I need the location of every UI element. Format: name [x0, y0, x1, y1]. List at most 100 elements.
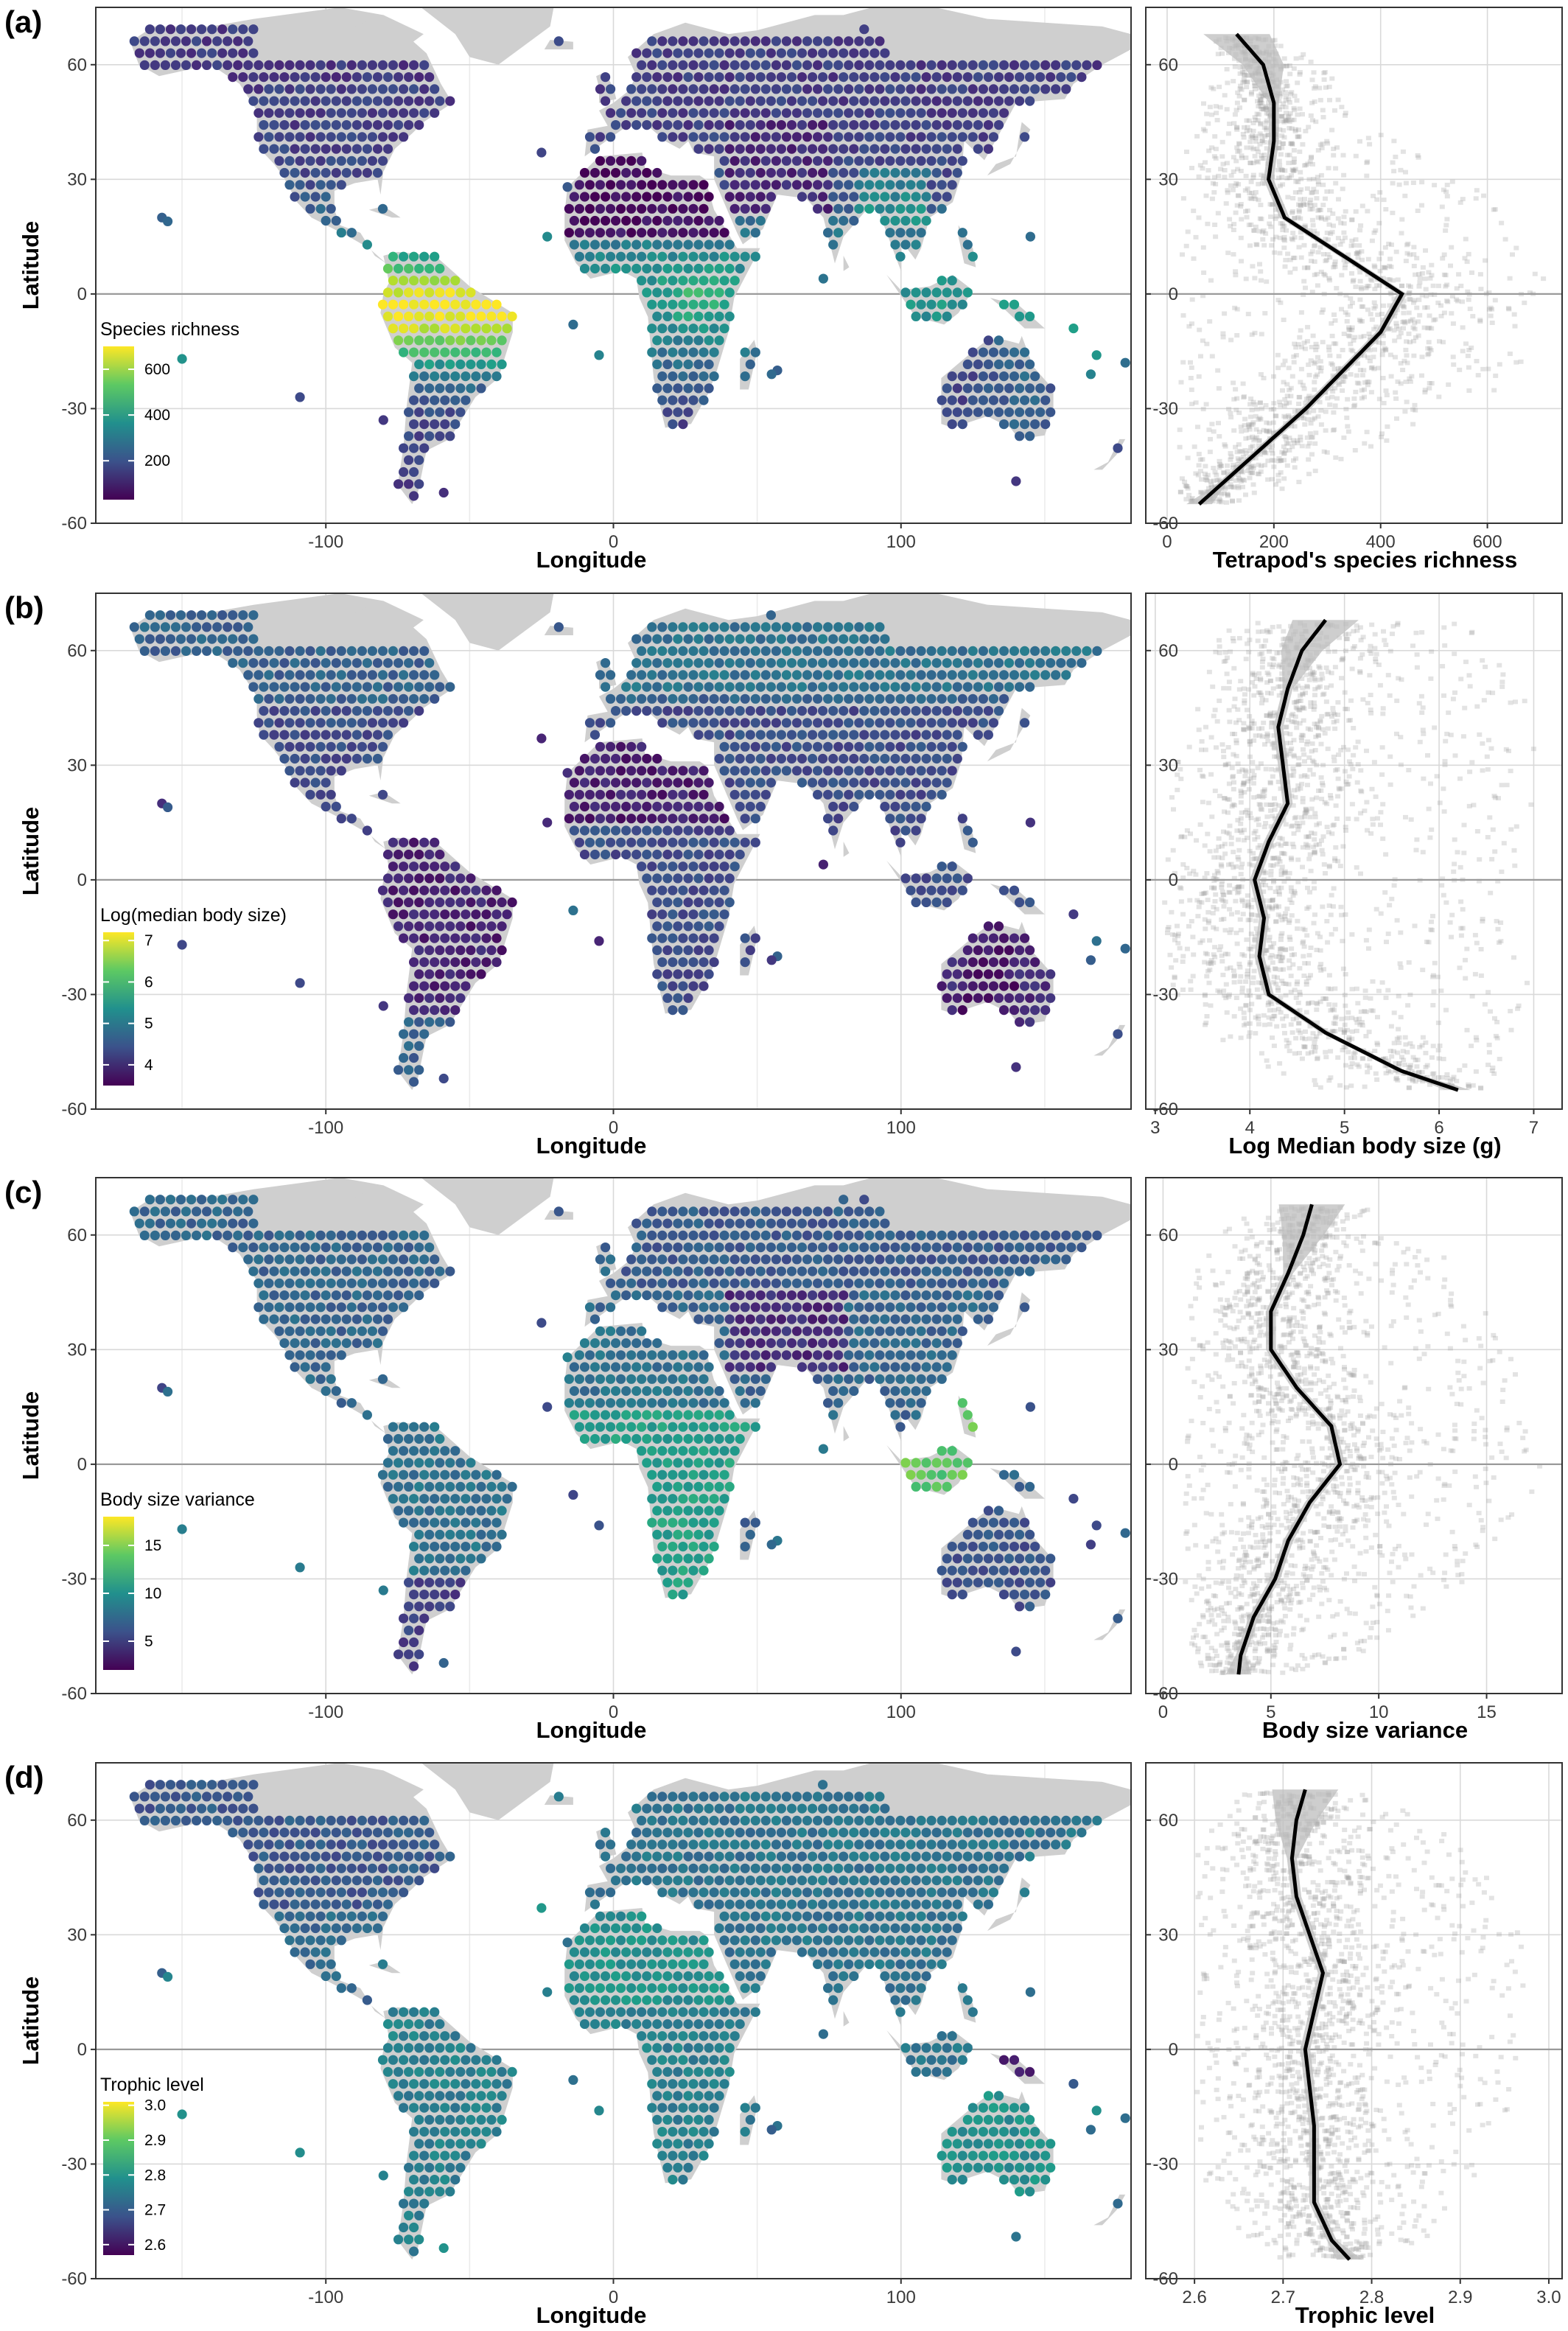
- scatter-point: [1451, 362, 1457, 367]
- island-cell: [568, 319, 578, 329]
- scatter-point: [1258, 417, 1264, 422]
- grid-cell: [724, 120, 735, 130]
- grid-cell: [875, 180, 885, 190]
- grid-cell: [652, 897, 662, 907]
- scatter-point: [1250, 944, 1256, 949]
- grid-cell: [357, 670, 367, 680]
- scatter-point: [1343, 972, 1348, 976]
- grid-cell: [668, 933, 678, 943]
- scatter-point: [1258, 104, 1264, 109]
- scatter-point: [1228, 338, 1234, 343]
- scatter-point: [1290, 168, 1296, 173]
- scatter-point: [1232, 305, 1238, 310]
- scatter-point: [1407, 376, 1413, 381]
- scatter-point: [1386, 241, 1392, 246]
- grid-cell: [967, 837, 978, 848]
- grid-cell: [351, 753, 362, 764]
- scatter-point: [1178, 489, 1183, 494]
- scatter-point: [1295, 180, 1301, 184]
- scatter-point: [1429, 273, 1435, 278]
- grid-cell: [895, 741, 906, 752]
- grid-cell: [781, 36, 791, 46]
- scatter-point: [1432, 292, 1438, 297]
- map-y-tick-label: 0: [77, 870, 87, 890]
- scatter-point: [1460, 926, 1466, 931]
- grid-cell: [321, 682, 331, 692]
- grid-cell: [673, 215, 683, 226]
- grid-cell: [652, 849, 662, 860]
- scatter-point: [1273, 207, 1279, 212]
- scatter-point: [1360, 1056, 1366, 1061]
- grid-cell: [900, 777, 911, 788]
- grid-cell: [926, 60, 937, 70]
- grid-cell: [668, 347, 678, 357]
- grid-cell: [652, 753, 662, 764]
- scatter-point: [1256, 1021, 1261, 1027]
- grid-cell: [962, 825, 973, 836]
- grid-cell: [440, 371, 450, 382]
- scatter-point: [1355, 255, 1361, 260]
- grid-cell: [589, 825, 601, 836]
- grid-cell: [657, 324, 668, 334]
- scatter-point: [1342, 374, 1348, 379]
- scatter-point: [1420, 1035, 1426, 1040]
- grid-cell: [647, 299, 657, 310]
- grid-cell: [310, 730, 321, 740]
- scatter-point: [1410, 181, 1416, 185]
- grid-cell: [993, 383, 1004, 394]
- scatter-point: [1211, 466, 1217, 470]
- scatter-point: [1239, 153, 1245, 158]
- scatter-point: [1304, 339, 1310, 344]
- scatter-point: [1170, 982, 1176, 988]
- grid-cell: [983, 706, 993, 716]
- scatter-point: [1265, 133, 1271, 137]
- grid-cell: [186, 610, 197, 621]
- grid-cell: [362, 96, 372, 106]
- scatter-point: [1231, 228, 1236, 232]
- scatter-point: [1189, 166, 1194, 170]
- scatter-point: [1303, 396, 1309, 402]
- scatter-point: [1282, 1030, 1287, 1035]
- scatter-point: [1307, 200, 1313, 206]
- grid-cell: [849, 215, 859, 226]
- scatter-point: [1291, 117, 1297, 122]
- scatter-point: [1320, 115, 1326, 119]
- scatter-point: [1203, 1020, 1209, 1025]
- scatter-point: [1466, 365, 1471, 370]
- grid-cell: [248, 658, 259, 668]
- grid-cell: [259, 730, 269, 740]
- scatter-point: [1289, 141, 1295, 147]
- grid-cell: [864, 60, 875, 70]
- profile-y-tick-label: 0: [1169, 284, 1178, 304]
- grid-cell: [993, 921, 1004, 932]
- colorbar-tick-label: 7: [144, 932, 153, 949]
- scatter-point: [1352, 1050, 1358, 1055]
- scatter-point: [1281, 967, 1286, 972]
- grid-cell: [699, 371, 709, 382]
- scatter-point: [1281, 141, 1286, 146]
- grid-cell: [895, 718, 906, 728]
- scatter-point: [1353, 389, 1359, 394]
- grid-cell: [957, 371, 967, 382]
- scatter-point: [1238, 479, 1244, 484]
- scatter-point: [1318, 408, 1324, 413]
- scatter-point: [1302, 163, 1307, 168]
- scatter-point: [1441, 340, 1446, 345]
- scatter-point: [1330, 373, 1336, 378]
- grid-cell: [683, 825, 693, 836]
- grid-cell: [906, 108, 916, 118]
- grid-cell: [973, 383, 983, 394]
- scatter-point: [1469, 993, 1475, 999]
- scatter-point: [1422, 305, 1428, 310]
- scatter-point: [1261, 140, 1267, 145]
- grid-cell: [553, 622, 564, 632]
- map-y-tick-label: 30: [67, 755, 87, 775]
- grid-cell: [414, 849, 424, 860]
- grid-cell: [786, 634, 797, 644]
- scatter-point: [1244, 214, 1250, 220]
- scatter-point: [1320, 340, 1326, 345]
- scatter-point: [1365, 382, 1371, 388]
- scatter-point: [1185, 229, 1191, 234]
- grid-cell: [688, 203, 699, 214]
